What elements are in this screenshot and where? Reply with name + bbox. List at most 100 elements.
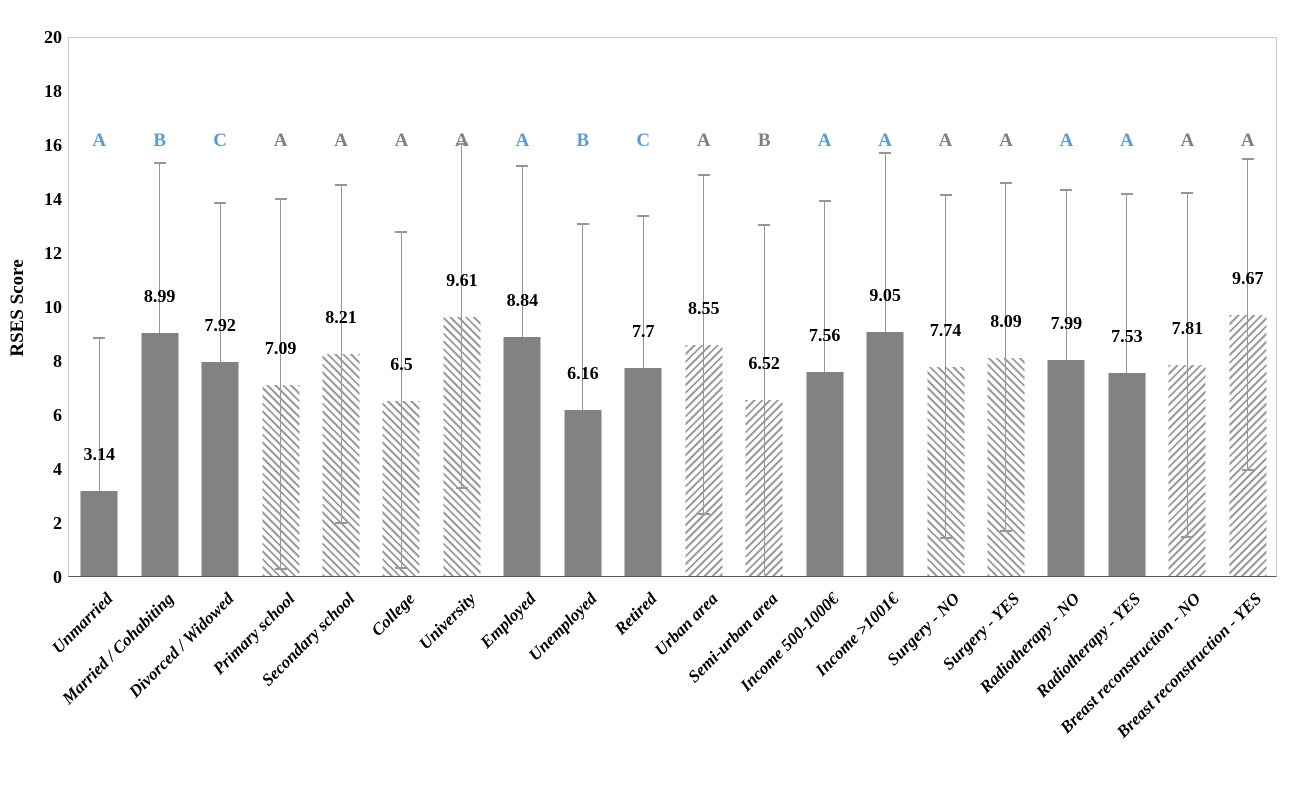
- category-slot: 8.09 A: [976, 38, 1036, 576]
- error-bar-top-cap: [576, 222, 589, 225]
- bar-value-label: 7.7: [632, 321, 655, 342]
- error-bar: [98, 338, 100, 576]
- category-slot: 7.74 A: [915, 38, 975, 576]
- y-tick-label: 16: [44, 135, 62, 155]
- y-tick-label: 4: [53, 459, 62, 479]
- y-tick-label: 0: [53, 567, 62, 587]
- bar-value-label: 7.53: [1111, 325, 1143, 346]
- x-axis-label: Breast reconstruction - YES: [1112, 589, 1266, 742]
- category-slot: 7.56 A: [794, 38, 854, 576]
- significance-letter: A: [999, 130, 1013, 151]
- y-tick-label: 10: [44, 297, 62, 317]
- y-tick-label: 2: [53, 513, 62, 533]
- bar: [141, 333, 179, 576]
- category-slot: 7.92 C: [190, 38, 250, 576]
- bar: [80, 491, 118, 576]
- bar-value-label: 8.21: [325, 307, 357, 328]
- bar: [806, 371, 844, 576]
- bar: [1229, 314, 1267, 576]
- bar-value-label: 8.84: [506, 290, 539, 311]
- error-bar-top-cap: [455, 143, 468, 145]
- significance-letter: B: [757, 130, 771, 151]
- error-bar-top-cap: [1241, 157, 1254, 160]
- bar-value-label: 7.99: [1050, 313, 1083, 334]
- bar-value-label: 8.55: [687, 298, 720, 319]
- bar-value-label: 7.56: [808, 324, 841, 345]
- significance-letter: A: [92, 130, 107, 151]
- y-tick-label: 6: [53, 405, 62, 425]
- y-tick-label: 18: [44, 81, 62, 101]
- significance-letter: B: [153, 130, 166, 151]
- significance-letter: A: [696, 130, 711, 151]
- significance-letter: A: [1059, 130, 1074, 151]
- error-bar-top-cap: [335, 183, 348, 186]
- error-bar-top-cap: [214, 202, 227, 205]
- bar: [201, 362, 239, 576]
- category-slot: 3.14 A: [69, 38, 129, 576]
- significance-letter: A: [938, 130, 953, 151]
- error-bar-top-cap: [1060, 188, 1073, 191]
- error-bar-top-cap: [395, 230, 408, 233]
- significance-letter: A: [817, 130, 832, 151]
- bar: [624, 368, 662, 576]
- significance-letter: A: [455, 130, 469, 151]
- error-bar-top-cap: [697, 174, 710, 177]
- bar: [322, 354, 360, 576]
- error-bar-top-cap: [153, 161, 166, 164]
- bar: [564, 409, 602, 576]
- bar-value-label: 9.05: [869, 284, 901, 305]
- significance-letter: A: [273, 130, 288, 151]
- bar-value-label: 9.67: [1232, 267, 1264, 288]
- significance-letter: A: [394, 130, 409, 151]
- category-slot: 7.7 C: [613, 38, 673, 576]
- bar-value-label: 6.52: [748, 352, 780, 373]
- bar: [927, 367, 965, 576]
- category-slot: 9.67 A: [1218, 38, 1278, 576]
- plot-area: 3.14 A 8.99 B 7.92 C 7.09 A 8.21 A 6.5 A 9.61 A 8.84 A 6…: [68, 37, 1277, 577]
- bar: [685, 345, 723, 576]
- bar: [745, 399, 783, 576]
- error-bar-top-cap: [637, 214, 650, 217]
- bar-value-label: 8.09: [990, 310, 1022, 331]
- bar-value-label: 9.61: [446, 269, 478, 290]
- error-bar-top-cap: [939, 194, 952, 197]
- category-slot: 8.99 B: [129, 38, 189, 576]
- error-bar-top-cap: [274, 198, 287, 201]
- bar-value-label: 6.16: [567, 362, 599, 383]
- significance-letter: A: [878, 130, 892, 151]
- significance-letter: B: [576, 130, 590, 151]
- y-tick-label: 8: [53, 351, 62, 371]
- significance-letter: C: [213, 130, 227, 151]
- bar: [1108, 372, 1146, 576]
- significance-letter: C: [636, 130, 651, 151]
- error-bar-top-cap: [1120, 192, 1133, 195]
- significance-letter: A: [1240, 130, 1255, 151]
- bar: [503, 337, 541, 576]
- bar: [1047, 360, 1085, 576]
- y-tick-label: 20: [44, 27, 62, 47]
- error-bar: [763, 225, 765, 575]
- error-bar: [1065, 189, 1067, 531]
- bar: [866, 331, 904, 576]
- bar-value-label: 8.99: [143, 286, 176, 307]
- category-slot: 7.09 A: [250, 38, 310, 576]
- error-bar-top-cap: [516, 164, 529, 167]
- y-tick-label: 12: [44, 243, 62, 263]
- bar: [1168, 365, 1206, 576]
- bar-value-label: 6.5: [390, 353, 413, 374]
- error-bar-top-cap: [758, 224, 771, 226]
- error-bar-top-cap: [879, 152, 892, 155]
- error-bar: [159, 162, 161, 504]
- bar-value-label: 7.92: [204, 315, 236, 336]
- bar-value-label: 7.81: [1171, 318, 1204, 339]
- category-slot: 9.05 A: [855, 38, 915, 576]
- error-bar-top-cap: [999, 182, 1012, 185]
- category-slot: 7.81 A: [1157, 38, 1217, 576]
- significance-letter: A: [515, 130, 530, 151]
- category-slot: 7.99 A: [1036, 38, 1096, 576]
- error-bar-top-cap: [818, 199, 831, 202]
- significance-letter: A: [1119, 130, 1134, 151]
- bar: [382, 400, 420, 576]
- category-slot: 8.55 A: [674, 38, 734, 576]
